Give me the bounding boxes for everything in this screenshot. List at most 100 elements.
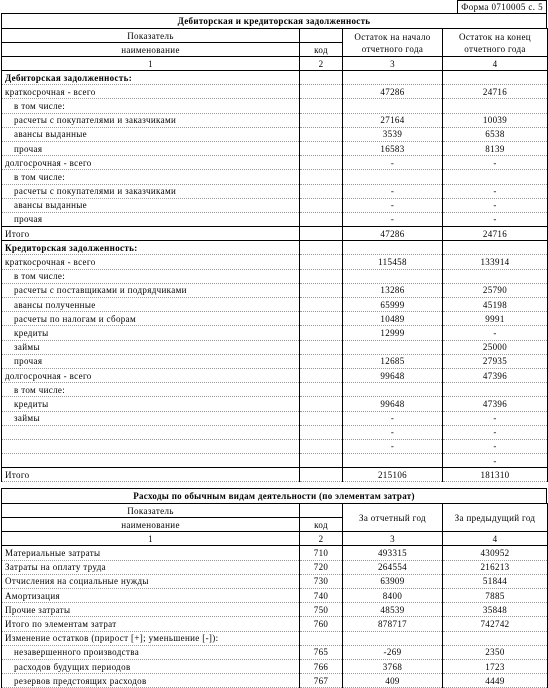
cell	[299, 439, 343, 455]
cell-text: 216213	[442, 560, 548, 575]
cell-text: краткосрочная - всего	[1, 254, 300, 270]
cell-text: 47286	[342, 84, 443, 100]
table-row: --	[1, 439, 548, 455]
cell-text: Остаток на начало отчетного года	[342, 28, 443, 57]
cell-text: 12999	[342, 325, 443, 341]
cell-text: 12685	[342, 354, 443, 369]
cell-text: Прочие затраты	[1, 602, 300, 618]
cell-text: расчеты по налогам и сборам	[1, 311, 300, 327]
cell-text: 27164	[342, 113, 443, 128]
cell-text: 2350	[442, 645, 548, 660]
cell-text: наименование	[1, 517, 300, 532]
header-row: Показатель За отчетный год За предыдущий г…	[1, 503, 548, 532]
cell	[442, 70, 548, 86]
cell	[299, 503, 343, 518]
cell-text: 99648	[342, 368, 443, 384]
cell	[342, 269, 443, 284]
cell-text: -	[342, 439, 443, 455]
cell	[1, 425, 300, 440]
section-title: Расходы по обычным видам деятельности (п…	[1, 488, 547, 504]
cell-text: прочая	[1, 212, 300, 228]
cell-text: 3	[342, 531, 443, 547]
cell	[299, 297, 343, 313]
form-number: Форма 0710005 с. 5	[457, 0, 547, 13]
cell-text: прочая	[1, 141, 300, 157]
cell	[299, 411, 343, 426]
table-row: займы - -	[1, 411, 548, 426]
table-row: расчеты по налогам и сборам 10489 9991	[1, 311, 548, 327]
cell	[299, 212, 343, 228]
cell	[299, 631, 343, 646]
table-row: прочая 16583 8139	[1, 141, 548, 157]
cell-text: 47396	[442, 396, 548, 412]
cell-text: долгосрочная - всего	[1, 368, 300, 384]
cell-text: 2	[299, 531, 343, 547]
table-row: долгосрочная - всего - -	[1, 155, 548, 171]
cell-text: в том числе:	[1, 269, 300, 284]
cell	[442, 169, 548, 185]
cell-text: Показатель	[1, 28, 300, 43]
cell-text: -	[342, 425, 443, 440]
cell-text: 493315	[342, 545, 443, 561]
cell	[299, 169, 343, 185]
header-row: наименование код	[1, 42, 548, 57]
cell-text: 878717	[342, 616, 443, 632]
cell-text: 1723	[442, 659, 548, 675]
table-row: Итого 215106 181310	[1, 467, 548, 483]
cell-text: займы	[1, 411, 300, 426]
cell-text: незавершенного производства	[1, 645, 300, 660]
table-row: незавершенного производства 765 -269 2350	[1, 645, 548, 660]
table-row: резервов предстоящих расходов 767 409 4449	[1, 673, 548, 688]
table-row: авансы выданные 3539 6538	[1, 127, 548, 142]
cell-text: 720	[299, 560, 343, 575]
table-row: Дебиторская задолженность:	[1, 70, 548, 86]
cell-text: в том числе:	[1, 98, 300, 114]
table-row: расчеты с поставщиками и подрядчиками 132…	[1, 283, 548, 299]
cell-text: 35848	[442, 602, 548, 618]
cell-text: 2	[299, 56, 343, 71]
cell	[342, 340, 443, 355]
cell	[299, 70, 343, 86]
cell	[299, 311, 343, 327]
cell	[299, 283, 343, 299]
cell	[299, 84, 343, 100]
cell-text: 47396	[442, 368, 548, 384]
table-row: Амортизация 740 8400 7885	[1, 588, 548, 604]
cell	[299, 113, 343, 128]
cell-text: 742742	[442, 616, 548, 632]
table-row: Отчисления на социальные нужды 730 63909 51…	[1, 574, 548, 590]
cell-text: авансы выданные	[1, 127, 300, 142]
cell-text: Амортизация	[1, 588, 300, 604]
cell	[1, 439, 300, 455]
cell	[299, 127, 343, 142]
cell-text: 710	[299, 545, 343, 561]
cell-text: 767	[299, 673, 343, 688]
cell-text: 24716	[442, 226, 548, 242]
cell	[299, 340, 343, 355]
cell	[342, 169, 443, 185]
cell	[442, 240, 548, 256]
cell-text: 65999	[342, 297, 443, 313]
table-row: Прочие затраты 750 48539 35848	[1, 602, 548, 618]
cell	[299, 425, 343, 440]
section-title: Дебиторская и кредиторская задолженность	[1, 13, 547, 28]
cell-text: в том числе:	[1, 169, 300, 185]
table-row: --	[1, 425, 548, 440]
cell-text: 740	[299, 588, 343, 604]
cell	[299, 184, 343, 199]
form-box: Форма 0710005 с. 5	[1, 0, 547, 13]
cell-text: -	[442, 325, 548, 341]
table-row: расчеты с покупателями и заказчиками - -	[1, 184, 548, 199]
cell-text: расчеты с покупателями и заказчиками	[1, 184, 300, 199]
table-row: долгосрочная - всего 99648 47396	[1, 368, 548, 384]
cell-text: расходов будущих периодов	[1, 659, 300, 675]
cell-text: Итого	[1, 467, 300, 483]
cell-text: 181310	[442, 467, 548, 483]
cell	[342, 98, 443, 114]
cell-text: 13286	[342, 283, 443, 299]
cell-text: наименование	[1, 42, 300, 57]
cell-text: прочая	[1, 354, 300, 369]
